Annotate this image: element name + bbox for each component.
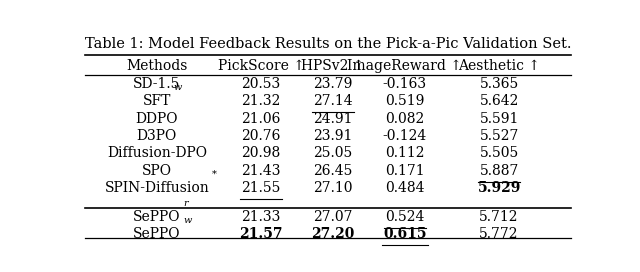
Text: ImageReward ↑: ImageReward ↑ [348, 59, 462, 73]
Text: 27.20: 27.20 [311, 227, 355, 241]
Text: 27.14: 27.14 [313, 94, 353, 108]
Text: 5.772: 5.772 [479, 227, 519, 241]
Text: 20.53: 20.53 [241, 77, 281, 91]
Text: -0.163: -0.163 [383, 77, 427, 91]
Text: 20.76: 20.76 [241, 129, 281, 143]
Text: SD-1.5: SD-1.5 [133, 77, 180, 91]
Text: Table 1: Model Feedback Results on the Pick-a-Pic Validation Set.: Table 1: Model Feedback Results on the P… [84, 37, 572, 51]
Text: -0.124: -0.124 [383, 129, 427, 143]
Text: 24.91: 24.91 [313, 112, 353, 126]
Text: SPO: SPO [142, 164, 172, 178]
Text: 20.98: 20.98 [241, 147, 281, 160]
Text: PickScore ↑: PickScore ↑ [218, 59, 305, 73]
Text: 27.10: 27.10 [313, 181, 353, 195]
Text: 0.519: 0.519 [385, 94, 424, 108]
Text: 5.887: 5.887 [479, 164, 519, 178]
Text: SPIN-Diffusion: SPIN-Diffusion [104, 181, 209, 195]
Text: 5.505: 5.505 [479, 147, 519, 160]
Text: 5.712: 5.712 [479, 210, 519, 224]
Text: 21.33: 21.33 [241, 210, 281, 224]
Text: 5.929: 5.929 [477, 181, 521, 195]
Text: 0.082: 0.082 [385, 112, 424, 126]
Text: 21.43: 21.43 [241, 164, 281, 178]
Text: D3PO: D3PO [137, 129, 177, 143]
Text: 26.45: 26.45 [313, 164, 353, 178]
Text: HPSv2 ↑: HPSv2 ↑ [301, 59, 365, 73]
Text: 21.06: 21.06 [241, 112, 281, 126]
Text: 21.57: 21.57 [239, 227, 283, 241]
Text: 27.07: 27.07 [313, 210, 353, 224]
Text: 0.112: 0.112 [385, 147, 424, 160]
Text: 21.32: 21.32 [241, 94, 281, 108]
Text: Diffusion-DPO: Diffusion-DPO [107, 147, 207, 160]
Text: 23.91: 23.91 [313, 129, 353, 143]
Text: r: r [183, 199, 188, 208]
Text: 25.05: 25.05 [314, 147, 353, 160]
Text: 0.524: 0.524 [385, 210, 424, 224]
Text: w: w [183, 216, 191, 225]
Text: 5.365: 5.365 [479, 77, 519, 91]
Text: Methods: Methods [126, 59, 188, 73]
Text: 5.591: 5.591 [479, 112, 519, 126]
Text: w: w [173, 83, 182, 92]
Text: Aesthetic ↑: Aesthetic ↑ [458, 59, 540, 73]
Text: SePPO: SePPO [133, 210, 180, 224]
Text: SePPO: SePPO [133, 227, 180, 241]
Text: SFT: SFT [143, 94, 171, 108]
Text: 0.171: 0.171 [385, 164, 425, 178]
Text: *: * [212, 170, 216, 179]
Text: 5.642: 5.642 [479, 94, 519, 108]
Text: 21.55: 21.55 [241, 181, 281, 195]
Text: 0.484: 0.484 [385, 181, 424, 195]
Text: DDPO: DDPO [136, 112, 178, 126]
Text: 23.79: 23.79 [313, 77, 353, 91]
Text: 5.527: 5.527 [479, 129, 519, 143]
Text: 0.615: 0.615 [383, 227, 427, 241]
